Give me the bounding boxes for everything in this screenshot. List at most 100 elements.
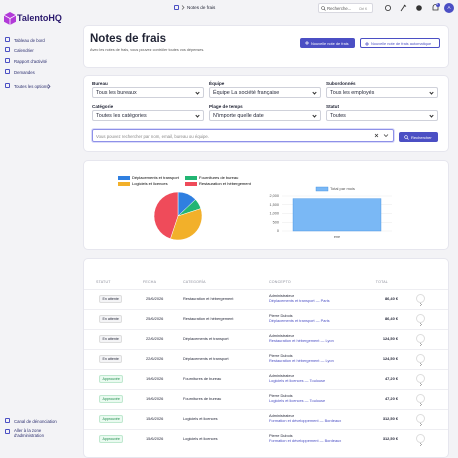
search-input[interactable]: Vous pouvez rechercher par nom, email, b… — [92, 129, 394, 142]
column-header: CATEGORÍA — [183, 280, 206, 284]
nav-item[interactable]: Tableau de bord — [14, 37, 45, 43]
date: 19/6/2026 — [146, 376, 164, 381]
button[interactable]: Nouvelle note de frais — [300, 38, 355, 48]
footer-link[interactable]: Canal de dénonciation — [14, 418, 57, 424]
row-action[interactable] — [416, 294, 425, 307]
legend-swatch — [185, 182, 197, 186]
button-label: Nouvelle note de frais — [311, 41, 349, 46]
total: 312,50 € — [382, 436, 398, 441]
row-divider — [84, 389, 448, 390]
brand: TalentoHQ — [17, 13, 62, 23]
y-tick-label: 2,000 — [269, 194, 279, 198]
total: 86,40 € — [385, 296, 398, 301]
nav-item[interactable]: Rapport d'activité — [14, 58, 48, 64]
select[interactable]: N'importe quelle date — [209, 110, 321, 121]
date: 15/6/2026 — [146, 416, 164, 421]
button-label: Rechercher — [411, 134, 432, 140]
select-value: Tous les employés — [330, 90, 375, 96]
row-action[interactable] — [416, 314, 425, 327]
legend-swatch — [185, 176, 197, 180]
select[interactable]: Toutes les catégories — [92, 110, 204, 121]
person: Pierre Dubois — [269, 393, 293, 398]
chevron — [419, 322, 422, 327]
pie-slice — [153, 191, 179, 240]
person: Administrateur — [269, 333, 295, 338]
column-header: CONCEPTO — [269, 280, 291, 284]
select-value: Équipe La société française — [213, 90, 280, 96]
legend-swatch — [118, 182, 130, 186]
category: Restauration et hébergement — [183, 296, 234, 301]
concept: Formation et développement — Bordeaux — [269, 438, 342, 443]
total: 124,50 € — [382, 336, 398, 341]
category: Logiciels et licences — [183, 416, 218, 421]
nav-item[interactable]: Toutes les options — [14, 83, 49, 89]
legend-label: Fournitures de bureau — [199, 175, 238, 180]
row-action[interactable] — [416, 354, 425, 367]
pie-slice — [170, 208, 203, 241]
toolbar-icons[interactable] — [383, 3, 443, 15]
select-value: Tous les bureaux — [96, 90, 137, 96]
legend-swatch — [118, 176, 130, 180]
button-label: Nouvelle note de frais automatique — [371, 41, 432, 47]
column-header: STATUT — [96, 280, 111, 284]
concept: Logiciels et licences — Toulouse — [269, 398, 326, 403]
select-value: Toutes les catégories — [96, 113, 147, 119]
status-badge: En attente — [99, 335, 123, 343]
search-button[interactable]: Rechercher — [399, 132, 438, 142]
bar — [292, 198, 382, 232]
table-card: STATUT FECHA CATEGORÍA CONCEPTO TOTAL En atte… — [83, 258, 449, 458]
row-divider — [84, 329, 448, 330]
category: Fournitures de bureau — [183, 376, 222, 381]
row-divider — [84, 429, 448, 430]
filter-label: Statut — [326, 104, 340, 109]
status-badge: En attente — [99, 315, 123, 323]
person: Administrateur — [269, 293, 295, 298]
charts: Déplacements et transport Fournitures de … — [118, 175, 392, 241]
y-tick-label: 0 — [277, 229, 279, 233]
chevron — [47, 84, 51, 89]
y-tick-label: 1,500 — [269, 203, 279, 207]
filter-label: Bureau — [92, 81, 108, 86]
concept: Formation et développement — Bordeaux — [269, 418, 342, 423]
category: Fournitures de bureau — [183, 396, 222, 401]
chevron — [419, 442, 422, 447]
person: Administrateur — [269, 413, 295, 418]
concept: Restauration et hébergement — Lyon — [269, 358, 334, 363]
row-action[interactable] — [416, 434, 425, 447]
row-action[interactable] — [416, 414, 425, 427]
search-box[interactable]: Recherche... Ctrl K — [318, 3, 373, 13]
status-badge: Approuvée — [99, 415, 124, 423]
person: Pierre Dubois — [269, 433, 293, 438]
breadcrumb[interactable]: Notes de frais — [187, 5, 216, 10]
column-header: TOTAL — [375, 280, 388, 284]
row-action[interactable] — [416, 394, 425, 407]
select[interactable]: Toutes — [326, 110, 438, 121]
category: Déplacements et transport — [183, 336, 229, 341]
avatar[interactable]: A — [444, 3, 454, 13]
y-tick-label: 500 — [273, 220, 279, 224]
total: 124,50 € — [382, 356, 398, 361]
category: Déplacements et transport — [183, 356, 229, 361]
concept: Déplacements et transport — Paris — [269, 318, 330, 323]
chevron — [419, 302, 422, 307]
placeholder: Vous pouvez rechercher par nom, email, b… — [96, 133, 209, 139]
legend-label: Déplacements et transport — [132, 175, 180, 180]
row-action[interactable] — [416, 374, 425, 387]
person: Administrateur — [269, 373, 295, 378]
date: 25/6/2026 — [146, 316, 164, 321]
date: 19/6/2026 — [146, 396, 164, 401]
nav-item[interactable]: Calendrier — [14, 47, 34, 53]
status-badge: Approuvée — [99, 395, 124, 403]
row-action[interactable] — [416, 334, 425, 347]
select[interactable]: Tous les bureaux — [92, 87, 204, 98]
select[interactable]: Tous les employés — [326, 87, 438, 98]
button[interactable]: Nouvelle note de frais automatique — [360, 38, 440, 48]
row-divider — [84, 369, 448, 370]
category: Restauration et hébergement — [183, 316, 234, 321]
concept: Restauration et hébergement — Lyon — [269, 338, 334, 343]
select[interactable]: Équipe La société française — [209, 87, 321, 98]
row-divider — [84, 309, 448, 310]
nav-item[interactable]: Demandes — [14, 69, 35, 75]
footer-link[interactable]: Aller à la zone d'administration — [14, 428, 44, 438]
shortcut: Ctrl K — [359, 6, 368, 11]
